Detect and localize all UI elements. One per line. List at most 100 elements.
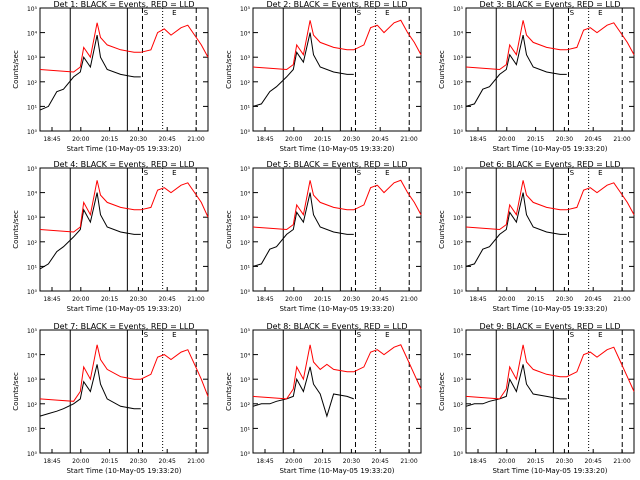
- y-tick-label: 10²: [240, 402, 251, 409]
- y-tick-label: 10²: [453, 240, 464, 247]
- x-tick-label: 20:30: [556, 296, 573, 303]
- x-tick-label: 20:00: [72, 136, 89, 143]
- y-tick-label: 10⁰: [27, 129, 38, 136]
- x-tick-label: 20:45: [372, 296, 389, 303]
- marker-E: E: [598, 169, 602, 177]
- y-tick-label: 10⁵: [453, 328, 464, 335]
- series-events-line: [252, 366, 354, 418]
- marker-E: E: [172, 331, 176, 339]
- y-tick-label: 10¹: [240, 104, 251, 111]
- y-axis-label: Counts/sec: [438, 210, 446, 249]
- series-lld-line: [39, 180, 209, 233]
- y-tick-label: 10⁰: [240, 289, 251, 296]
- detector-panel-2: Det 2: BLACK = Events, RED = LLD 10⁰ 10¹ 10…: [225, 0, 422, 153]
- y-axis-label: Counts/sec: [438, 50, 446, 89]
- x-tick-label: 20:45: [159, 136, 176, 143]
- y-tick-label: 10²: [453, 402, 464, 409]
- x-tick-label: 20:15: [101, 296, 118, 303]
- x-tick-label: 20:45: [372, 136, 389, 143]
- detector-panel-9: Det 9: BLACK = Events, RED = LLD 10⁰ 10¹ 10…: [438, 322, 635, 475]
- series-events-line: [252, 192, 354, 267]
- series-events-line: [39, 364, 141, 417]
- marker-S: S: [144, 9, 149, 17]
- marker-S: S: [357, 331, 362, 339]
- detector-panel-1: Det 1: BLACK = Events, RED = LLD 10⁰ 10¹ 10…: [12, 0, 209, 153]
- plot-frame: [39, 329, 209, 454]
- x-axis-label: Start Time (10-May-05 19:33:20): [492, 467, 607, 475]
- y-tick-label: 10²: [240, 240, 251, 247]
- y-tick-label: 10³: [453, 55, 464, 62]
- x-tick-label: 21:00: [613, 458, 630, 465]
- y-tick-label: 10⁵: [453, 166, 464, 173]
- x-tick-label: 20:00: [285, 136, 302, 143]
- y-tick-label: 10⁰: [453, 289, 464, 296]
- x-axis-label: Start Time (10-May-05 19:33:20): [279, 467, 394, 475]
- x-tick-label: 18:45: [43, 136, 60, 143]
- x-tick-label: 18:45: [256, 136, 273, 143]
- y-tick-label: 10³: [240, 377, 251, 384]
- y-tick-label: 10¹: [453, 104, 464, 111]
- series-lld-line: [252, 344, 422, 400]
- plot-frame: [465, 7, 635, 132]
- marker-E: E: [598, 9, 602, 17]
- x-axis-label: Start Time (10-May-05 19:33:20): [492, 305, 607, 313]
- series-lld-line: [465, 180, 635, 231]
- y-axis-label: Counts/sec: [12, 50, 20, 89]
- x-tick-label: 20:30: [130, 136, 147, 143]
- x-axis-label: Start Time (10-May-05 19:33:20): [279, 305, 394, 313]
- x-tick-label: 20:45: [159, 296, 176, 303]
- y-tick-label: 10³: [240, 215, 251, 222]
- marker-E: E: [172, 169, 176, 177]
- y-tick-label: 10⁰: [27, 289, 38, 296]
- x-tick-label: 20:00: [72, 296, 89, 303]
- y-tick-label: 10²: [27, 240, 38, 247]
- y-tick-label: 10³: [27, 377, 38, 384]
- x-axis-label: Start Time (10-May-05 19:33:20): [66, 467, 181, 475]
- y-tick-label: 10¹: [27, 104, 38, 111]
- x-tick-label: 21:00: [613, 136, 630, 143]
- x-tick-label: 20:45: [585, 296, 602, 303]
- x-tick-label: 18:45: [469, 296, 486, 303]
- detector-panel-7: Det 7: BLACK = Events, RED = LLD 10⁰ 10¹ 10…: [12, 322, 209, 475]
- x-tick-label: 18:45: [469, 136, 486, 143]
- y-tick-label: 10⁰: [453, 451, 464, 458]
- x-tick-label: 20:30: [556, 458, 573, 465]
- y-tick-label: 10¹: [27, 264, 38, 271]
- y-axis-label: Counts/sec: [438, 372, 446, 411]
- x-tick-label: 18:45: [43, 296, 60, 303]
- y-axis-label: Counts/sec: [225, 210, 233, 249]
- y-tick-label: 10⁵: [240, 328, 251, 335]
- x-tick-label: 20:15: [101, 458, 118, 465]
- y-tick-label: 10⁰: [240, 129, 251, 136]
- y-tick-label: 10²: [27, 402, 38, 409]
- x-tick-label: 21:00: [400, 458, 417, 465]
- x-tick-label: 18:45: [256, 458, 273, 465]
- panel-title: Det 5: BLACK = Events, RED = LLD: [267, 160, 408, 169]
- series-lld-line: [252, 179, 422, 231]
- detector-panel-6: Det 6: BLACK = Events, RED = LLD 10⁰ 10¹ 10…: [438, 160, 635, 313]
- y-tick-label: 10⁴: [27, 191, 38, 198]
- marker-E: E: [385, 169, 389, 177]
- x-tick-label: 20:15: [101, 136, 118, 143]
- y-tick-label: 10⁵: [27, 328, 38, 335]
- y-axis-label: Counts/sec: [225, 372, 233, 411]
- y-tick-label: 10¹: [453, 264, 464, 271]
- panel-title: Det 6: BLACK = Events, RED = LLD: [480, 160, 621, 169]
- panel-title: Det 7: BLACK = Events, RED = LLD: [54, 322, 195, 331]
- y-tick-label: 10⁴: [27, 353, 38, 360]
- series-lld-line: [465, 20, 635, 71]
- y-tick-label: 10⁵: [240, 166, 251, 173]
- x-axis-label: Start Time (10-May-05 19:33:20): [66, 305, 181, 313]
- x-tick-label: 20:45: [585, 458, 602, 465]
- panel-title: Det 9: BLACK = Events, RED = LLD: [480, 322, 621, 331]
- y-tick-label: 10⁵: [27, 6, 38, 13]
- x-tick-label: 20:00: [498, 458, 515, 465]
- x-tick-label: 21:00: [400, 136, 417, 143]
- y-tick-label: 10⁵: [453, 6, 464, 13]
- series-events-line: [465, 364, 567, 407]
- x-tick-label: 20:15: [527, 458, 544, 465]
- series-events-line: [465, 34, 567, 107]
- x-tick-label: 20:30: [343, 296, 360, 303]
- marker-S: S: [570, 169, 575, 177]
